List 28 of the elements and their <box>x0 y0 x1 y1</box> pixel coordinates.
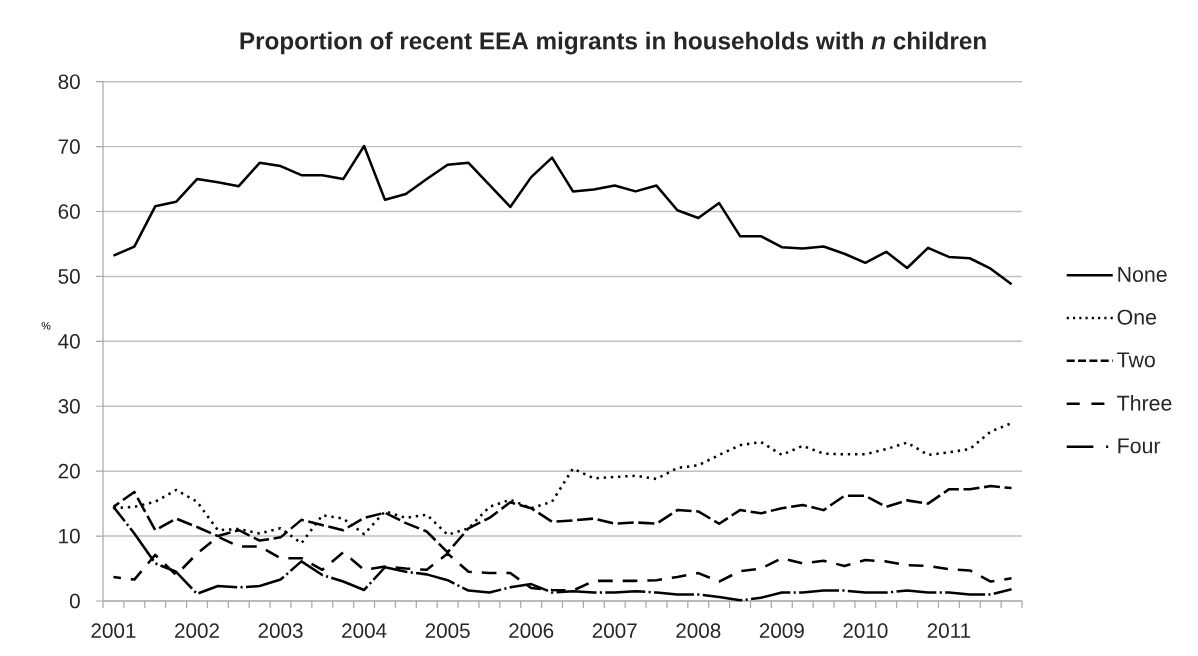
x-tick-label: 2008 <box>676 623 721 638</box>
y-tick-label: 10 <box>59 528 80 544</box>
x-tick-label: 2010 <box>843 623 888 638</box>
y-tick-label: 30 <box>58 398 80 414</box>
x-tick-label: 2009 <box>759 623 804 638</box>
x-tick-label: 2001 <box>91 623 136 638</box>
x-tick-label: 2006 <box>509 623 554 638</box>
y-tick-label: 80 <box>58 74 80 90</box>
x-tick-label: 2011 <box>927 623 971 638</box>
y-tick-label: 60 <box>58 204 80 219</box>
y-axis-title: % <box>41 322 51 330</box>
y-tick-label: 40 <box>58 334 80 349</box>
y-tick-label: 20 <box>58 463 80 479</box>
y-tick-label: 0 <box>69 593 80 609</box>
x-tick-label: 2007 <box>592 623 637 638</box>
legend-label: Two <box>1117 352 1155 368</box>
legend-label: Four <box>1118 438 1161 454</box>
x-tick-label: 2002 <box>175 623 219 638</box>
y-tick-label: 50 <box>58 269 80 284</box>
x-tick-label: 2005 <box>425 623 470 638</box>
chart-title: Proportion of recent EEA migrants in households with n children <box>240 31 986 55</box>
legend-label: One <box>1117 309 1157 325</box>
y-tick-label: 70 <box>58 139 80 154</box>
legend-label: Three <box>1117 395 1172 411</box>
legend-label: None <box>1118 267 1167 282</box>
line-series <box>112 144 1013 286</box>
x-tick-label: 2003 <box>258 623 303 638</box>
x-tick-label: 2004 <box>342 623 387 638</box>
